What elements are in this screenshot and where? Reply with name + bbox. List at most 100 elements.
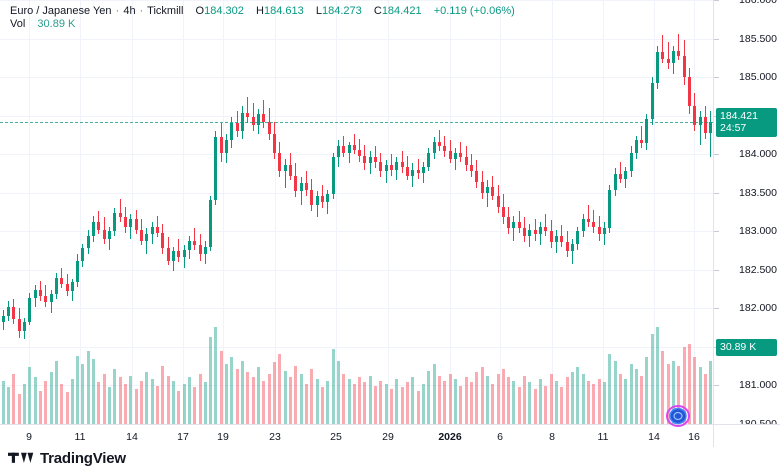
candle-body[interactable] bbox=[278, 152, 281, 172]
candle-body[interactable] bbox=[443, 146, 446, 152]
current-price-badge[interactable]: 184.421 24:57 bbox=[716, 107, 777, 137]
candle-body[interactable] bbox=[635, 140, 638, 153]
candle-body[interactable] bbox=[619, 174, 622, 179]
candle-body[interactable] bbox=[289, 164, 292, 176]
volume-bar[interactable] bbox=[268, 374, 271, 424]
volume-bar[interactable] bbox=[81, 364, 84, 424]
volume-bar[interactable] bbox=[576, 367, 579, 424]
candle-body[interactable] bbox=[183, 249, 186, 258]
candle-body[interactable] bbox=[534, 229, 537, 235]
candle-body[interactable] bbox=[177, 251, 180, 258]
volume-bar[interactable] bbox=[523, 375, 526, 424]
candle-body[interactable] bbox=[305, 183, 308, 190]
volume-bar[interactable] bbox=[76, 355, 79, 424]
candle-body[interactable] bbox=[544, 226, 547, 232]
price-axis[interactable]: 186.000185.500185.000184.500184.000183.5… bbox=[713, 0, 780, 430]
volume-bar[interactable] bbox=[390, 389, 393, 424]
volume-bar[interactable] bbox=[124, 384, 127, 424]
volume-bar[interactable] bbox=[374, 385, 377, 424]
volume-bar[interactable] bbox=[348, 379, 351, 424]
volume-bar[interactable] bbox=[273, 362, 276, 424]
volume-bar[interactable] bbox=[236, 369, 239, 424]
candle-body[interactable] bbox=[246, 112, 249, 118]
candle-body[interactable] bbox=[7, 306, 10, 317]
volume-bar[interactable] bbox=[614, 360, 617, 424]
candle-body[interactable] bbox=[571, 243, 574, 252]
candle-body[interactable] bbox=[677, 50, 680, 56]
candle-body[interactable] bbox=[683, 55, 686, 78]
volume-bar[interactable] bbox=[353, 384, 356, 424]
volume-bar[interactable] bbox=[50, 372, 53, 424]
candle-body[interactable] bbox=[87, 235, 90, 249]
volume-bar[interactable] bbox=[438, 375, 441, 424]
candle-body[interactable] bbox=[693, 106, 696, 125]
volume-bar[interactable] bbox=[209, 337, 212, 424]
candle-body[interactable] bbox=[699, 117, 702, 125]
candle-body[interactable] bbox=[427, 152, 430, 167]
volume-bar[interactable] bbox=[310, 369, 313, 424]
candle-body[interactable] bbox=[60, 277, 63, 284]
volume-bar[interactable] bbox=[497, 374, 500, 424]
candle-body[interactable] bbox=[395, 161, 398, 170]
volume-bar[interactable] bbox=[454, 379, 457, 424]
candle-body[interactable] bbox=[672, 50, 675, 64]
candle-body[interactable] bbox=[119, 212, 122, 218]
current-volume-badge[interactable]: 30.89 K bbox=[716, 339, 777, 356]
candle-body[interactable] bbox=[204, 246, 207, 255]
candle-body[interactable] bbox=[209, 200, 212, 247]
volume-bar[interactable] bbox=[66, 392, 69, 424]
candle-body[interactable] bbox=[550, 231, 553, 243]
volume-bar[interactable] bbox=[332, 349, 335, 424]
candle-body[interactable] bbox=[294, 175, 297, 192]
candle-body[interactable] bbox=[512, 222, 515, 229]
volume-bar[interactable] bbox=[342, 374, 345, 424]
candle-body[interactable] bbox=[129, 218, 132, 227]
volume-bar[interactable] bbox=[608, 354, 611, 424]
candle-body[interactable] bbox=[273, 134, 276, 153]
candle-body[interactable] bbox=[539, 226, 542, 235]
volume-bar[interactable] bbox=[603, 382, 606, 424]
candle-body[interactable] bbox=[199, 245, 202, 255]
candle-body[interactable] bbox=[353, 144, 356, 150]
candle-body[interactable] bbox=[656, 52, 659, 84]
volume-bar[interactable] bbox=[55, 360, 58, 424]
candle-body[interactable] bbox=[449, 151, 452, 159]
tradingview-logo[interactable]: TradingView bbox=[8, 450, 126, 467]
volume-bar[interactable] bbox=[592, 384, 595, 424]
candle-body[interactable] bbox=[145, 234, 148, 241]
volume-bar[interactable] bbox=[337, 360, 340, 424]
volume-bar[interactable] bbox=[385, 384, 388, 424]
volume-bar[interactable] bbox=[28, 367, 31, 424]
volume-bar[interactable] bbox=[241, 360, 244, 424]
volume-bar[interactable] bbox=[289, 377, 292, 424]
candle-body[interactable] bbox=[379, 161, 382, 172]
candle-body[interactable] bbox=[156, 226, 159, 233]
candle-body[interactable] bbox=[268, 121, 271, 135]
candle-body[interactable] bbox=[310, 189, 313, 206]
candle-body[interactable] bbox=[645, 118, 648, 144]
candle-body[interactable] bbox=[193, 240, 196, 246]
candle-body[interactable] bbox=[582, 218, 585, 232]
volume-bar[interactable] bbox=[512, 380, 515, 424]
candle-body[interactable] bbox=[66, 283, 69, 292]
candle-body[interactable] bbox=[470, 164, 473, 172]
volume-bar[interactable] bbox=[284, 370, 287, 424]
volume-bar[interactable] bbox=[640, 375, 643, 424]
volume-bar[interactable] bbox=[401, 387, 404, 424]
candle-body[interactable] bbox=[502, 206, 505, 218]
volume-bar[interactable] bbox=[145, 372, 148, 424]
candle-body[interactable] bbox=[225, 140, 228, 153]
volume-bar[interactable] bbox=[566, 377, 569, 424]
candle-body[interactable] bbox=[140, 229, 143, 241]
volume-bar[interactable] bbox=[544, 385, 547, 424]
candle-body[interactable] bbox=[374, 157, 377, 162]
volume-bar[interactable] bbox=[411, 377, 414, 424]
volume-bar[interactable] bbox=[193, 387, 196, 424]
candle-body[interactable] bbox=[44, 296, 47, 303]
volume-bar[interactable] bbox=[571, 372, 574, 424]
candle-body[interactable] bbox=[523, 228, 526, 236]
candle-body[interactable] bbox=[300, 183, 303, 192]
volume-bar[interactable] bbox=[470, 382, 473, 424]
candle-body[interactable] bbox=[576, 231, 579, 244]
volume-bar[interactable] bbox=[528, 382, 531, 424]
